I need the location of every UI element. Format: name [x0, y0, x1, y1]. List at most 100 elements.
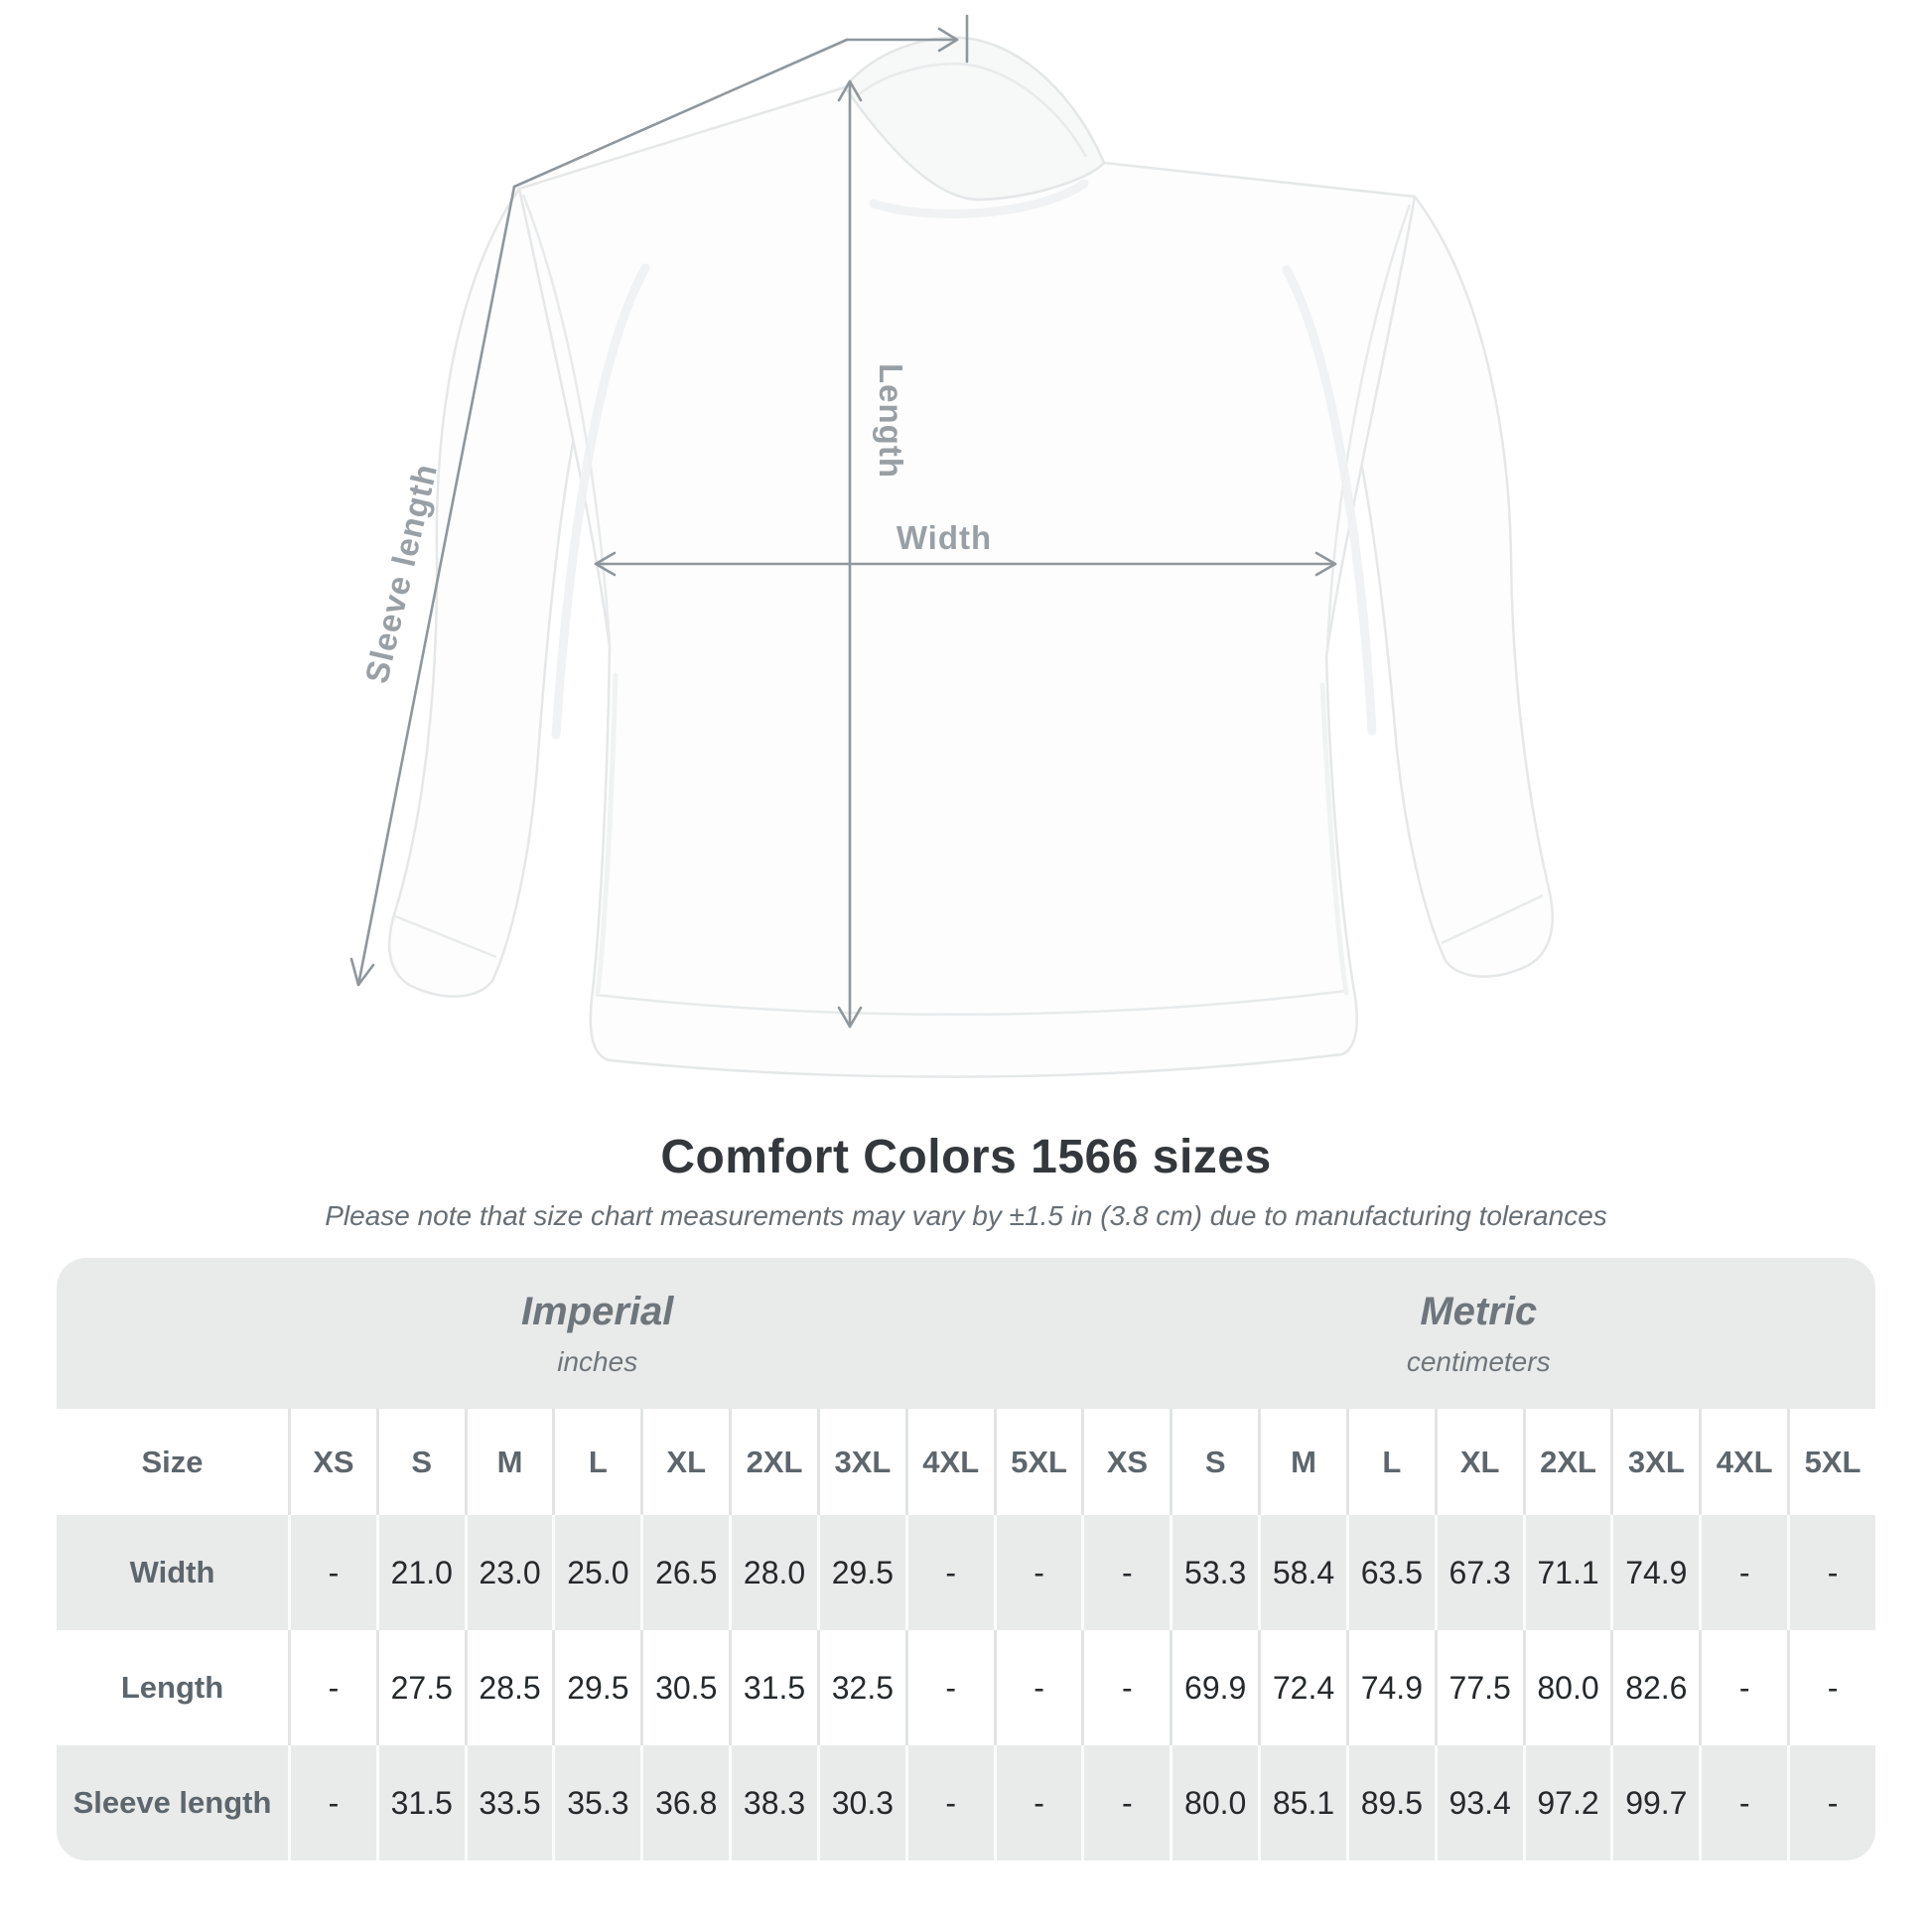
measurement-cell: - [1699, 1515, 1788, 1630]
left-cuff-seam [392, 913, 497, 959]
measurement-cell: - [1787, 1630, 1875, 1745]
row-label-width: Width [57, 1515, 288, 1630]
measurement-cell: - [904, 1515, 994, 1630]
measurement-cell: - [1699, 1630, 1788, 1745]
size-col-header: XS [1081, 1409, 1171, 1515]
row-label-sleeve-length: Sleeve length [57, 1745, 288, 1861]
measurement-cell: 82.6 [1610, 1630, 1700, 1745]
measurement-cell: 93.4 [1434, 1745, 1523, 1861]
body-panel [517, 85, 1417, 1078]
measurement-cell: - [1081, 1515, 1171, 1630]
measurement-cell: - [1699, 1745, 1788, 1861]
size-col-header: 3XL [816, 1409, 905, 1515]
size-col-header: 4XL [1699, 1409, 1788, 1515]
measurement-cell: 80.0 [1170, 1745, 1259, 1861]
measurement-cell: 74.9 [1345, 1630, 1435, 1745]
size-header-row: Size XS S M L XL 2XL 3XL 4XL 5XL XS S M … [57, 1409, 1875, 1515]
size-corner-label: Size [57, 1409, 288, 1515]
arrowhead [837, 79, 863, 102]
measurement-cell: - [1787, 1515, 1875, 1630]
units-header-row: Imperial inches Metric centimeters [57, 1258, 1875, 1409]
arrowhead [937, 27, 959, 53]
sleeve-length-row: Sleeve length - 31.5 33.5 35.3 36.8 38.3… [57, 1745, 1875, 1861]
right-side-crease [1319, 682, 1349, 996]
measurement-cell: 23.0 [464, 1515, 553, 1630]
sleeve-length-dimension-label: Sleeve length [357, 460, 444, 686]
measurement-cell: 38.3 [729, 1745, 817, 1861]
measurement-cell: 97.2 [1522, 1745, 1611, 1861]
measurement-cell: 99.7 [1610, 1745, 1700, 1861]
tolerance-note: Please note that size chart measurements… [325, 1200, 1607, 1231]
arrowhead [837, 1006, 863, 1029]
measurement-cell: 35.3 [552, 1745, 641, 1861]
measurement-cell: 53.3 [1170, 1515, 1259, 1630]
right-cuff-seam [1441, 894, 1544, 945]
left-armhole-seam [521, 194, 612, 646]
collar-seam [857, 63, 1088, 158]
measurement-cell: 80.0 [1522, 1630, 1611, 1745]
imperial-group-header: Imperial inches [57, 1258, 1082, 1409]
arrowhead [1314, 551, 1337, 577]
page-title: Comfort Colors 1566 sizes [660, 1131, 1272, 1183]
size-col-header: 4XL [904, 1409, 994, 1515]
measurement-cell: 30.3 [816, 1745, 905, 1861]
measurement-cell: - [993, 1515, 1082, 1630]
measurement-cell: - [288, 1515, 376, 1630]
measurement-cell: 32.5 [816, 1630, 905, 1745]
measurement-cell: 69.9 [1170, 1630, 1259, 1745]
measurement-cell: 89.5 [1345, 1745, 1435, 1861]
measurement-cell: 31.5 [375, 1745, 465, 1861]
size-col-header: 3XL [1610, 1409, 1700, 1515]
width-row: Width - 21.0 23.0 25.0 26.5 28.0 29.5 - … [57, 1515, 1875, 1630]
sleeve-length-arrow [349, 14, 969, 987]
right-armhole-seam [1325, 204, 1412, 654]
measurement-cell: 30.5 [640, 1630, 730, 1745]
measurement-cell: 31.5 [729, 1630, 817, 1745]
size-col-header: M [464, 1409, 553, 1515]
measurement-cell: 28.5 [464, 1630, 553, 1745]
size-col-header: M [1258, 1409, 1346, 1515]
measurement-cell: 27.5 [375, 1630, 465, 1745]
imperial-title: Imperial [521, 1289, 674, 1333]
measurement-cell: - [288, 1745, 376, 1861]
metric-title: Metric [1420, 1289, 1538, 1333]
length-dimension-label: Length [873, 363, 909, 479]
imperial-unit: inches [557, 1345, 638, 1377]
left-sleeve-shading [551, 263, 650, 740]
measurement-cell: - [904, 1745, 994, 1861]
measurement-cell: 74.9 [1610, 1515, 1700, 1630]
measurement-cell: - [993, 1630, 1082, 1745]
size-chart-table: Imperial inches Metric centimeters Size … [57, 1258, 1875, 1861]
measurement-cell: 67.3 [1434, 1515, 1523, 1630]
sweatshirt-illustration: Length Width Sleeve length [349, 14, 1554, 1078]
left-side-crease [595, 672, 619, 996]
sweatshirt-figure: Length Width Sleeve length [349, 14, 1554, 1078]
size-col-header: 5XL [993, 1409, 1082, 1515]
measurement-cell: 21.0 [375, 1515, 465, 1630]
size-col-header: L [1345, 1409, 1435, 1515]
arrowhead [349, 957, 375, 987]
sweatshirt-drawing [388, 36, 1554, 1078]
measurement-cell: - [1081, 1745, 1171, 1861]
measurement-cell: 58.4 [1258, 1515, 1346, 1630]
measurement-cell: 71.1 [1522, 1515, 1611, 1630]
size-col-header: XL [1434, 1409, 1523, 1515]
size-col-header: XS [288, 1409, 376, 1515]
measurement-cell: 63.5 [1345, 1515, 1435, 1630]
measurement-cell: 85.1 [1258, 1745, 1346, 1861]
size-col-header: S [1170, 1409, 1259, 1515]
measurement-cell: - [288, 1630, 376, 1745]
measurement-cell: 33.5 [464, 1745, 553, 1861]
measurement-cell: 72.4 [1258, 1630, 1346, 1745]
metric-unit: centimeters [1406, 1345, 1551, 1377]
hem-band-seam [595, 989, 1347, 1017]
length-arrow [837, 79, 863, 1029]
measurement-cell: 29.5 [816, 1515, 905, 1630]
size-col-header: 2XL [1522, 1409, 1611, 1515]
width-dimension-label: Width [897, 519, 992, 556]
metric-group-header: Metric centimeters [1081, 1258, 1875, 1409]
row-label-length: Length [57, 1630, 288, 1745]
width-arrow [594, 551, 1337, 577]
measurement-cell: 36.8 [640, 1745, 730, 1861]
